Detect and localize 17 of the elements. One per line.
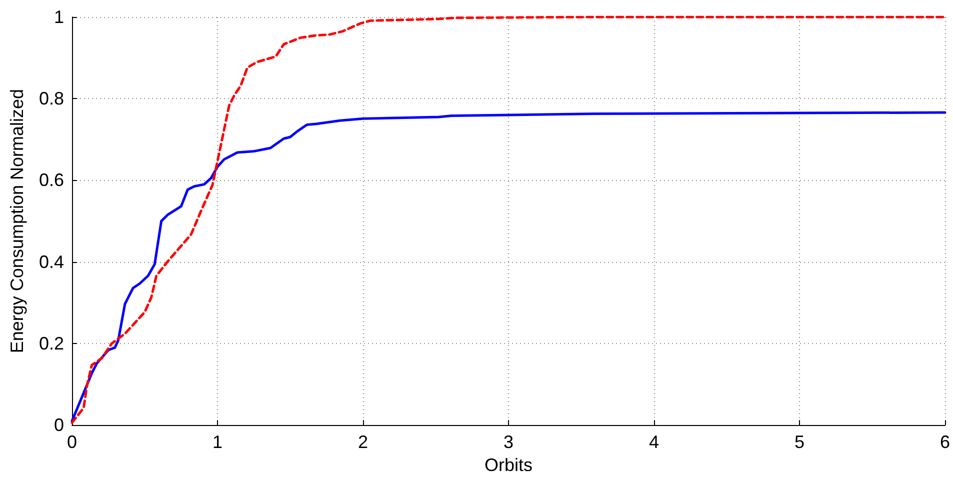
y-tick-label: 0.2	[38, 333, 64, 354]
x-axis-title: Orbits	[484, 455, 533, 475]
x-tick-label: 2	[358, 432, 368, 452]
y-tick-label: 0.8	[38, 88, 64, 109]
line-series	[70, 16, 946, 424]
line-series	[70, 111, 946, 422]
x-tick-label: 1	[212, 432, 223, 452]
x-tick-label: 3	[503, 432, 514, 452]
x-tick-label: 0	[66, 432, 78, 452]
y-tick-label: 1	[54, 7, 64, 27]
y-tick-label: 0.4	[38, 252, 64, 272]
x-tick-label: 4	[648, 432, 660, 452]
y-tick-label: 0	[54, 415, 64, 436]
y-axis-title: Energy Consumption Normalized	[7, 88, 27, 354]
x-tick-label: 6	[940, 432, 950, 452]
y-tick-label: 0.6	[38, 170, 64, 190]
x-tick-label: 5	[794, 432, 805, 452]
